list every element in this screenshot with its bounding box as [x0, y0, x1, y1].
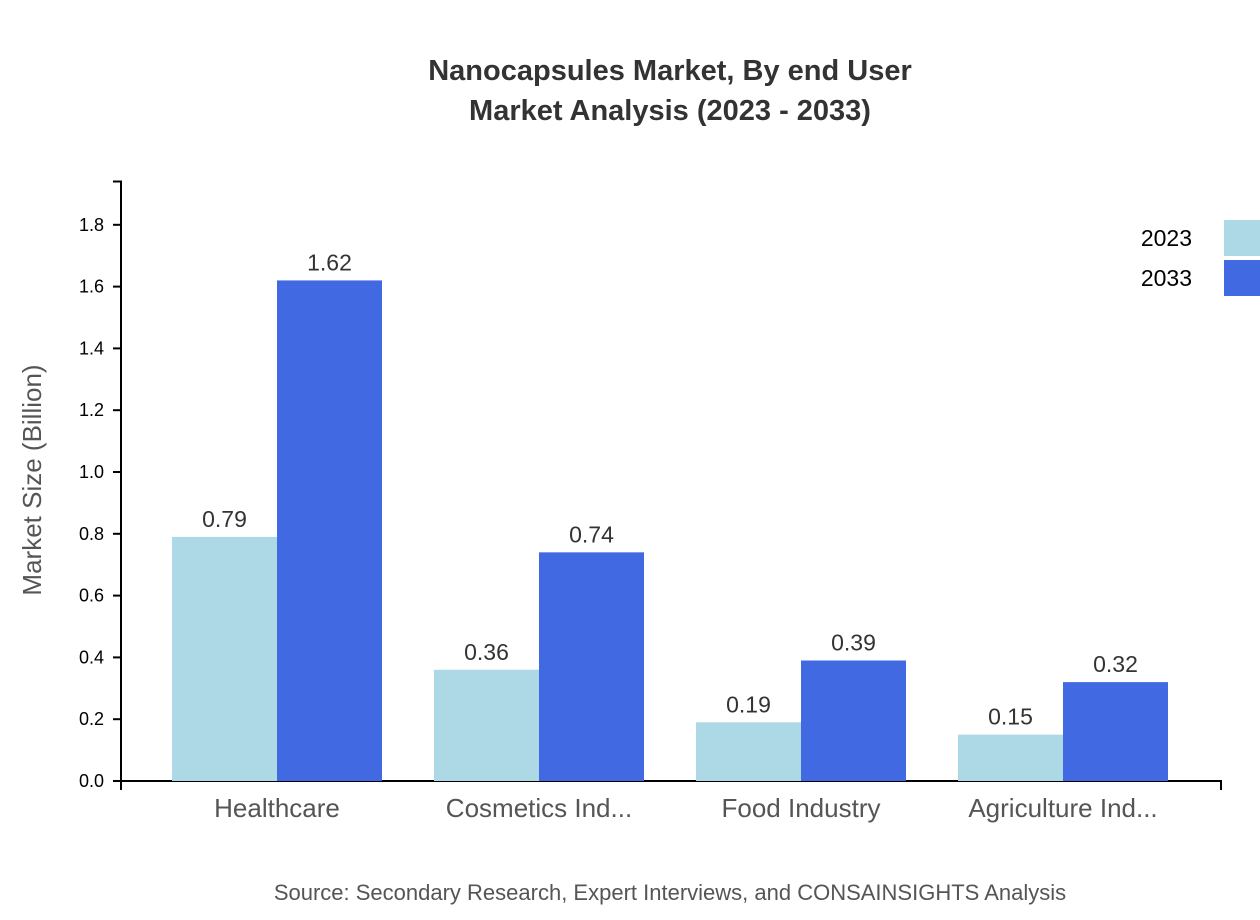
bar-2023 [696, 722, 801, 781]
y-tick-label: 0.0 [79, 771, 104, 791]
data-label: 0.79 [202, 506, 247, 532]
data-label: 0.74 [569, 521, 614, 547]
source-note: Source: Secondary Research, Expert Inter… [274, 880, 1066, 905]
y-tick-label: 0.8 [79, 524, 104, 544]
data-label: 0.32 [1093, 651, 1138, 677]
bar-2023 [172, 536, 277, 781]
y-axis-line [113, 180, 122, 781]
bar-2033 [801, 660, 906, 781]
x-tick-label: Cosmetics Ind... [446, 793, 632, 823]
x-axis-line [120, 780, 1222, 790]
y-tick-label: 1.8 [79, 215, 104, 235]
legend-swatch-2033 [1224, 260, 1260, 296]
legend-label: 2033 [1141, 265, 1192, 291]
x-tick-label: Agriculture Ind... [968, 793, 1157, 823]
x-tick-label: Food Industry [722, 793, 881, 823]
data-label: 0.39 [831, 629, 876, 655]
bar-2033 [277, 280, 382, 781]
y-tick-label: 1.6 [79, 277, 104, 297]
y-tick-label: 1.2 [79, 400, 104, 420]
bar-2033 [539, 552, 644, 781]
data-label: 0.19 [726, 691, 771, 717]
bar-2033 [1063, 682, 1168, 781]
y-tick-label: 0.4 [79, 647, 104, 667]
bar-2023 [434, 669, 539, 781]
y-tick-label: 0.2 [79, 709, 104, 729]
y-tick-label: 1.0 [79, 462, 104, 482]
legend-label: 2023 [1141, 225, 1192, 251]
x-tick-label: Healthcare [214, 793, 340, 823]
y-axis-label: Market Size (Billion) [17, 364, 47, 595]
data-label: 0.15 [988, 704, 1033, 730]
chart-title: Nanocapsules Market, By end User [428, 55, 912, 87]
y-tick-label: 0.6 [79, 586, 104, 606]
chart-subtitle: Market Analysis (2023 - 2033) [469, 95, 871, 127]
bar-2023 [958, 734, 1063, 781]
data-label: 1.62 [307, 249, 352, 275]
legend-swatch-2023 [1224, 220, 1260, 256]
y-tick-label: 1.4 [79, 338, 104, 358]
data-label: 0.36 [464, 639, 509, 665]
